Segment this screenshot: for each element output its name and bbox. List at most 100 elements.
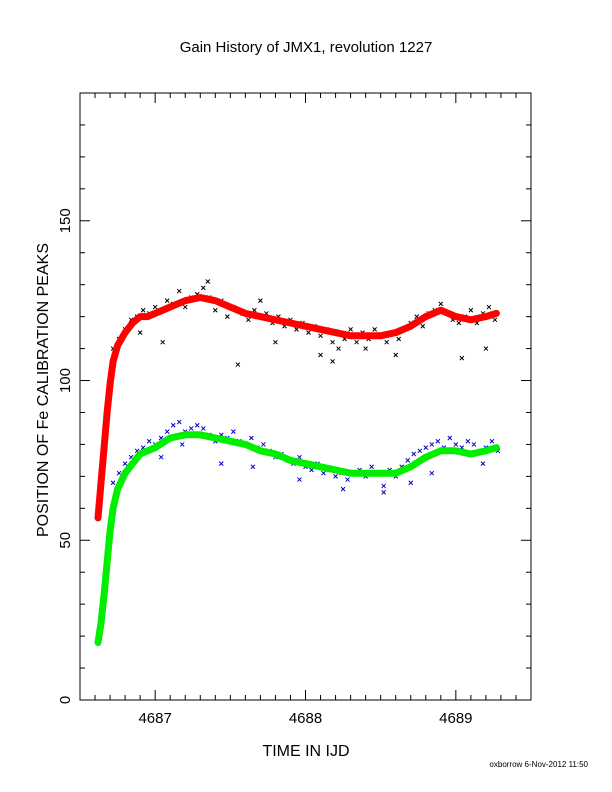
- scatter-point-series-0: [137, 330, 143, 335]
- scatter-point-series-1: [218, 461, 224, 466]
- fit-point-series-2: [138, 315, 142, 319]
- axis-ticks: [80, 93, 532, 701]
- fit-point-series-3: [111, 506, 115, 510]
- fit-point-series-2: [273, 318, 278, 322]
- fit-point-series-2: [102, 446, 106, 450]
- fit-point-series-2: [183, 299, 187, 303]
- fit-point-series-2: [243, 311, 247, 316]
- fit-point-series-3: [333, 468, 338, 472]
- scatter-point-series-1: [345, 477, 350, 482]
- fit-point-series-3: [303, 461, 308, 466]
- fit-point-series-2: [146, 315, 150, 319]
- scatter-point-series-1: [333, 474, 338, 479]
- fit-point-series-2: [409, 324, 413, 328]
- fit-point-series-3: [364, 471, 368, 475]
- scatter-point-series-0: [459, 355, 465, 361]
- fit-point-series-2: [213, 299, 217, 303]
- scatter-point-series-1: [465, 438, 471, 444]
- fit-point-series-2: [108, 382, 112, 386]
- scatter-point-series-0: [176, 288, 182, 294]
- scatter-point-series-1: [158, 454, 164, 460]
- scatter-point-series-0: [393, 352, 399, 358]
- scatter-point-series-1: [453, 442, 459, 447]
- fit-point-series-3: [138, 452, 142, 456]
- fit-point-series-2: [349, 334, 353, 338]
- scatter-point-series-0: [330, 359, 335, 364]
- scatter-point-series-1: [297, 477, 302, 482]
- scatter-point-series-0: [336, 346, 341, 351]
- scatter-point-series-0: [246, 317, 251, 323]
- fit-point-series-2: [333, 331, 338, 335]
- fit-point-series-2: [439, 308, 443, 312]
- scatter-point-series-0: [438, 301, 444, 307]
- fit-line-series-3: [94, 431, 500, 646]
- y-tick-label: 0: [57, 696, 74, 704]
- fit-point-series-2: [131, 321, 135, 325]
- fit-point-series-2: [318, 327, 323, 332]
- y-tick-label: 50: [57, 532, 74, 549]
- fit-point-series-3: [243, 442, 247, 447]
- fit-point-series-3: [228, 439, 232, 443]
- scatter-point-series-1: [321, 470, 326, 476]
- scatter-point-series-0: [483, 346, 489, 351]
- scatter-point-series-0: [160, 339, 166, 345]
- chart-title: Gain History of JMX1, revolution 1227: [180, 39, 433, 56]
- scatter-point-series-0: [384, 339, 390, 345]
- fit-point-series-2: [105, 410, 109, 415]
- scatter-point-series-1: [408, 480, 414, 486]
- scatter-point-series-1: [170, 422, 176, 428]
- scatter-point-series-1: [417, 448, 423, 454]
- fit-point-series-3: [288, 458, 293, 462]
- scatter-point-series-0: [363, 346, 368, 351]
- x-tick-label: 4689: [439, 710, 472, 727]
- scatter-point-series-0: [396, 336, 402, 342]
- scatter-point-series-0: [492, 317, 498, 323]
- scatter-point-series-1: [179, 442, 185, 447]
- scatter-point-series-0: [486, 304, 492, 310]
- fit-point-series-2: [469, 318, 473, 322]
- scatter-point-series-0: [372, 327, 378, 332]
- scatter-point-series-1: [411, 451, 417, 457]
- scatter-point-series-1: [188, 426, 194, 431]
- fit-point-series-3: [379, 471, 383, 475]
- scatter-point-series-0: [354, 339, 359, 345]
- fit-point-series-3: [469, 452, 473, 456]
- scatter-point-series-1: [369, 464, 375, 470]
- fit-point-series-3: [108, 529, 112, 533]
- scatter-point-series-0: [273, 339, 278, 345]
- scatter-point-series-1: [230, 429, 236, 434]
- fit-point-series-3: [439, 449, 443, 453]
- scatter-point-series-1: [200, 426, 206, 431]
- scatter-point-series-0: [456, 320, 462, 326]
- scatter-point-series-0: [140, 307, 146, 313]
- scatter-point-series-0: [224, 314, 230, 319]
- scatter-point-series-0: [200, 285, 206, 291]
- scatter-point-series-1: [250, 464, 256, 470]
- y-tick-label: 100: [57, 368, 74, 393]
- fit-point-series-3: [273, 452, 278, 456]
- fit-point-series-3: [258, 449, 262, 453]
- scatter-point-series-1: [194, 422, 200, 428]
- tick-labels: 0 50 100 150 4687 4688 4689: [57, 208, 473, 727]
- fit-point-series-2: [303, 324, 308, 328]
- fit-point-series-2: [424, 315, 428, 319]
- fit-point-series-2: [228, 305, 232, 309]
- fit-point-series-3: [409, 465, 413, 469]
- scatter-point-series-1: [340, 486, 346, 492]
- scatter-point-series-0: [318, 333, 323, 339]
- scatter-point-series-1: [261, 442, 266, 447]
- scatter-point-series-1: [122, 461, 128, 466]
- fit-point-series-2: [96, 516, 100, 520]
- footer-stamp: oxborrow 6-Nov-2012 11:50: [489, 760, 588, 769]
- fit-point-series-2: [99, 481, 103, 485]
- fit-point-series-3: [105, 561, 109, 565]
- fit-point-series-2: [394, 331, 398, 335]
- x-axis-title: TIME IN IJD: [262, 743, 349, 760]
- fit-point-series-2: [198, 295, 202, 300]
- fit-point-series-3: [123, 471, 127, 475]
- scatter-point-series-1: [249, 435, 254, 441]
- scatter-point-series-1: [405, 458, 411, 463]
- scatter-point-series-1: [429, 470, 435, 476]
- plot-frame: [79, 92, 532, 701]
